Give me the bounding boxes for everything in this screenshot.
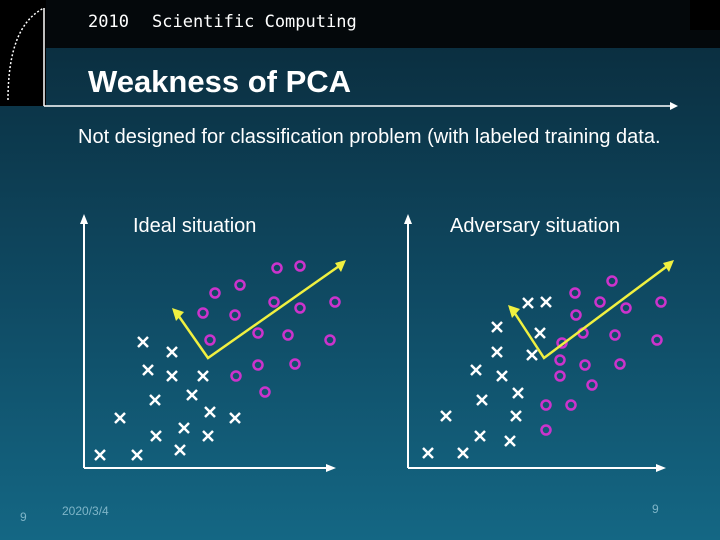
adversary-class-cross-point (522, 297, 534, 309)
adversary-class-circle-point (606, 275, 618, 287)
adversary-class-cross-point (504, 435, 516, 447)
adversary-class-cross-point (457, 447, 469, 459)
adversary-class-cross-point (534, 327, 546, 339)
adversary-pc-arrowhead-left (508, 305, 520, 318)
adversary-class-circle-point (579, 359, 591, 371)
ideal-class-circle-point (209, 287, 221, 299)
adversary-class-circle-point (651, 334, 663, 346)
ideal-class-cross-point (94, 449, 106, 461)
slide-number-right: 9 (652, 502, 659, 516)
ideal-class-cross-point (166, 370, 178, 382)
ideal-class-circle-point (294, 260, 306, 272)
adversary-class-cross-point (496, 370, 508, 382)
ideal-class-cross-point (174, 444, 186, 456)
adversary-class-cross-point (540, 296, 552, 308)
adversary-plot (404, 214, 674, 472)
adversary-class-circle-point (554, 370, 566, 382)
adversary-class-circle-point (554, 354, 566, 366)
adversary-class-circle-point (609, 329, 621, 341)
left-accent-bar (0, 0, 46, 106)
ideal-class-circle-point (289, 358, 301, 370)
ideal-class-cross-point (142, 364, 154, 376)
ideal-label: Ideal situation (133, 215, 257, 237)
ideal-class-circle-point (229, 309, 241, 321)
ideal-class-cross-point (204, 406, 216, 418)
adversary-class-circle-point (565, 399, 577, 411)
ideal-x-arrowhead (326, 464, 336, 472)
ideal-class-circle-point (329, 296, 341, 308)
adversary-class-cross-point (422, 447, 434, 459)
ideal-class-cross-point (150, 430, 162, 442)
adversary-class-circle-point (594, 296, 606, 308)
corner-box (690, 0, 720, 30)
ideal-class-circle-point (268, 296, 280, 308)
ideal-class-cross-point (197, 370, 209, 382)
adversary-class-cross-point (510, 410, 522, 422)
ideal-class-circle-point (324, 334, 336, 346)
adversary-class-cross-point (470, 364, 482, 376)
ideal-class-circle-point (252, 327, 264, 339)
adversary-class-circle-point (620, 302, 632, 314)
adversary-x-arrowhead (656, 464, 666, 472)
adversary-class-cross-point (491, 321, 503, 333)
ideal-class-cross-point (178, 422, 190, 434)
adversary-label: Adversary situation (450, 215, 621, 237)
ideal-class-cross-point (186, 389, 198, 401)
ideal-class-circle-point (259, 386, 271, 398)
adversary-class-cross-point (512, 387, 524, 399)
slide-number-left: 9 (20, 510, 27, 524)
adversary-class-circle-point (540, 399, 552, 411)
slide-title: Weakness of PCA (88, 64, 352, 99)
ideal-pc-arrowhead-right (335, 260, 346, 272)
ideal-class-cross-point (229, 412, 241, 424)
adversary-class-circle-point (614, 358, 626, 370)
ideal-class-circle-point (294, 302, 306, 314)
adversary-y-arrowhead (404, 214, 412, 224)
adversary-pc-arrow (512, 262, 671, 360)
adversary-class-circle-point (540, 424, 552, 436)
adversary-class-cross-point (526, 349, 538, 361)
adversary-class-cross-point (491, 346, 503, 358)
ideal-class-circle-point (230, 370, 242, 382)
footer-date: 2020/3/4 (62, 504, 109, 518)
header-bar (0, 0, 720, 48)
ideal-class-circle-point (204, 334, 216, 346)
ideal-plot (80, 214, 346, 472)
header-course: Scientific Computing (152, 12, 357, 32)
slide-body-text: Not designed for classification problem … (78, 126, 661, 148)
adversary-class-circle-point (569, 287, 581, 299)
ideal-class-circle-point (234, 279, 246, 291)
title-underline-arrowhead (670, 102, 678, 110)
ideal-class-circle-point (271, 262, 283, 274)
adversary-class-cross-point (476, 394, 488, 406)
adversary-class-circle-point (655, 296, 667, 308)
ideal-pc-arrow (176, 262, 343, 360)
adversary-class-circle-point (586, 379, 598, 391)
ideal-class-cross-point (114, 412, 126, 424)
adversary-class-cross-point (440, 410, 452, 422)
ideal-class-circle-point (197, 307, 209, 319)
ideal-y-arrowhead (80, 214, 88, 224)
adversary-class-cross-point (474, 430, 486, 442)
adversary-pc-arrowhead-right (663, 260, 674, 272)
adversary-class-circle-point (556, 337, 568, 349)
ideal-class-cross-point (149, 394, 161, 406)
ideal-class-cross-point (166, 346, 178, 358)
ideal-pc-arrowhead-left (172, 308, 184, 321)
header-year: 2010 (88, 12, 129, 32)
ideal-class-cross-point (137, 336, 149, 348)
accent-curve (7, 7, 45, 101)
adversary-class-circle-point (570, 309, 582, 321)
ideal-class-cross-point (202, 430, 214, 442)
ideal-class-cross-point (131, 449, 143, 461)
ideal-class-circle-point (252, 359, 264, 371)
ideal-class-circle-point (282, 329, 294, 341)
